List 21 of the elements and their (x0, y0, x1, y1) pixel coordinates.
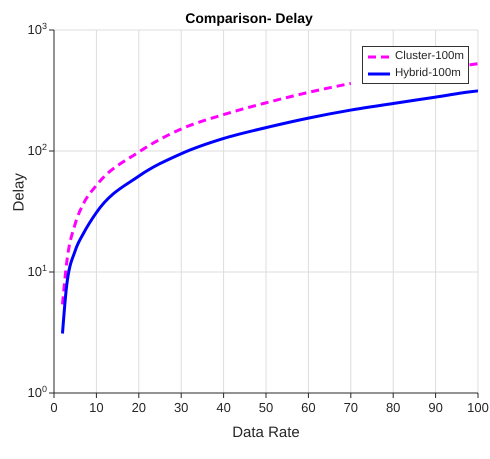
x-tick-label: 0 (50, 400, 58, 415)
x-tick-label: 70 (344, 400, 358, 415)
x-tick-label: 20 (132, 400, 146, 415)
x-tick-label: 90 (428, 400, 443, 415)
y-tick-label: 10$^{3}$ (28, 21, 47, 37)
y-axis-title: Delay (10, 172, 28, 212)
legend-label: Hybrid-100m (394, 66, 461, 81)
x-tick-label: 60 (301, 400, 316, 415)
x-axis-title: Data Rate (232, 424, 300, 441)
y-tick-label: 10$^{1}$ (28, 263, 47, 279)
x-tick-label: 80 (386, 400, 400, 415)
y-tick-label: 10$^{0}$ (28, 384, 47, 400)
line-series (60, 89, 478, 336)
y-tick-label: 10$^{2}$ (28, 142, 47, 158)
x-tick-label: 10 (89, 400, 104, 415)
x-tick-label: 30 (174, 400, 188, 415)
x-tick-label: 40 (216, 400, 231, 415)
x-tick-label: 50 (258, 400, 274, 415)
x-tick-label: 100 (467, 400, 489, 415)
chart-title: Comparison- Delay (185, 10, 313, 26)
legend-label: Cluster-100m (394, 49, 464, 64)
